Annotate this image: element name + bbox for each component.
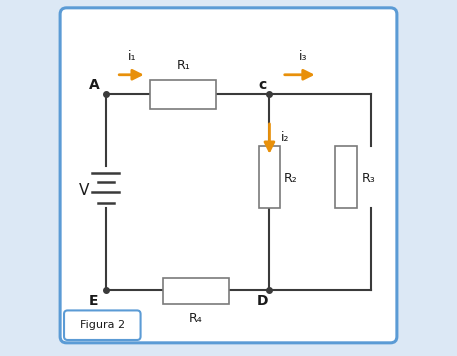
Text: V: V	[79, 183, 90, 198]
Text: i₁: i₁	[128, 51, 136, 63]
Text: R₁: R₁	[176, 59, 190, 72]
Text: E: E	[89, 294, 99, 308]
Text: i₃: i₃	[299, 51, 308, 63]
FancyBboxPatch shape	[64, 310, 141, 340]
FancyBboxPatch shape	[60, 8, 397, 343]
Text: R₃: R₃	[362, 172, 376, 184]
Bar	[335, 146, 356, 208]
Text: c: c	[258, 78, 266, 93]
Bar	[259, 146, 280, 208]
Bar	[163, 278, 228, 304]
Bar	[150, 80, 216, 109]
Text: R₂: R₂	[284, 172, 298, 184]
Text: R₄: R₄	[189, 312, 202, 325]
Text: i₂: i₂	[281, 131, 290, 143]
Text: D: D	[256, 294, 268, 308]
Text: A: A	[89, 78, 99, 93]
Text: Figura 2: Figura 2	[80, 320, 125, 330]
